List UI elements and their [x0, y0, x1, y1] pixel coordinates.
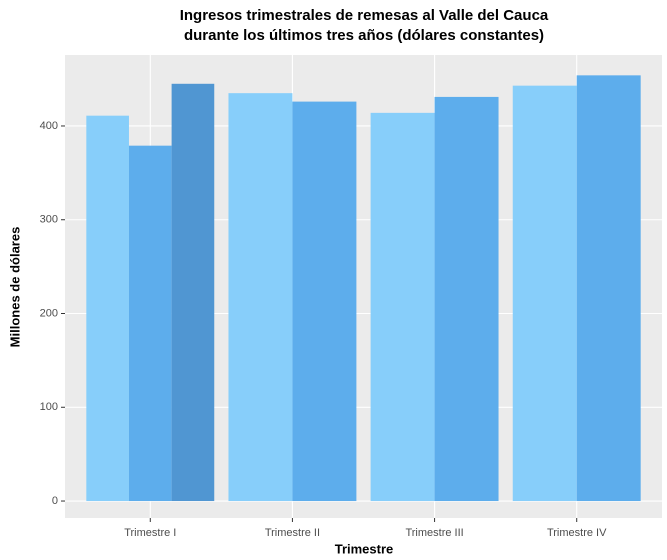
chart-title-line: Ingresos trimestrales de remesas al Vall…	[180, 7, 549, 24]
bar	[512, 85, 577, 502]
chart-title-line: durante los últimos tres años (dólares c…	[184, 27, 544, 44]
y-tick-label: 400	[40, 120, 58, 132]
bar	[228, 93, 293, 502]
x-tick-label: Trimestre III	[405, 527, 463, 539]
x-tick-label: Trimestre I	[124, 527, 176, 539]
bar	[128, 145, 172, 502]
bar	[576, 75, 641, 502]
x-tick-label: Trimestre II	[265, 527, 320, 539]
bar	[292, 101, 357, 502]
bar	[370, 112, 435, 502]
bar	[434, 96, 499, 502]
bar	[171, 83, 215, 502]
bar	[86, 115, 129, 502]
y-tick-label: 300	[40, 214, 58, 226]
y-tick-label: 200	[40, 307, 58, 319]
x-tick-label: Trimestre IV	[547, 527, 607, 539]
y-tick-label: 100	[40, 401, 58, 413]
y-tick-label: 0	[52, 495, 58, 507]
y-axis-title: Millones de dólares	[7, 227, 22, 348]
x-axis-title: Trimestre	[335, 541, 394, 556]
